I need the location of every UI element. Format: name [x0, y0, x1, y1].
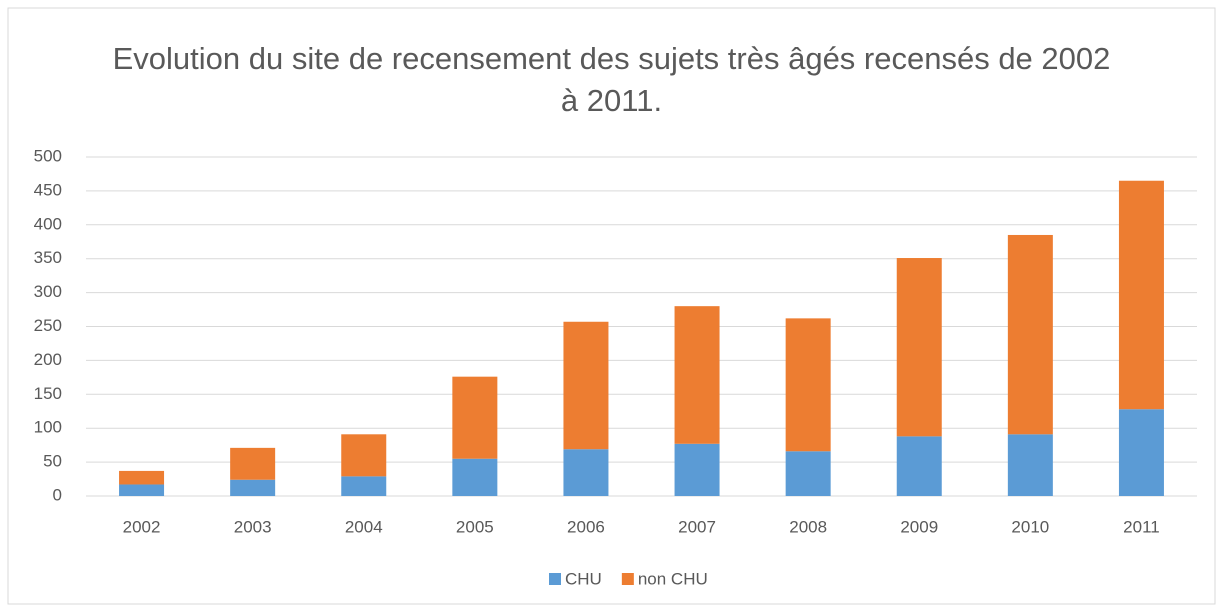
bar-segment: [230, 479, 276, 496]
y-tick-label: 50: [43, 452, 62, 471]
y-tick-label: 150: [34, 384, 62, 403]
y-tick-label: 100: [34, 418, 62, 437]
bar-segment: [896, 258, 942, 437]
bar-segment: [785, 318, 831, 452]
x-tick-label: 2010: [1011, 517, 1049, 536]
x-tick-label: 2004: [345, 517, 383, 536]
chart-title: Evolution du site de recensement des suj…: [112, 41, 1111, 118]
x-tick-label: 2011: [1123, 517, 1160, 536]
bar-segment: [1007, 234, 1053, 435]
legend-swatch: [621, 573, 634, 585]
y-tick-label: 250: [34, 316, 62, 335]
bar-segment: [341, 476, 387, 496]
bar-segment: [563, 321, 609, 450]
x-tick-label: 2005: [456, 517, 494, 536]
y-tick-label: 500: [34, 146, 62, 165]
bar-segment: [563, 449, 609, 496]
y-tick-label: 350: [34, 248, 62, 267]
bar-segment: [1118, 180, 1164, 410]
bar-segment: [674, 443, 720, 496]
y-tick-label: 200: [34, 350, 62, 369]
x-tick-label: 2007: [678, 517, 716, 536]
x-tick-label: 2002: [123, 517, 161, 536]
x-tick-label: 2008: [789, 517, 827, 536]
legend-label: CHU: [565, 569, 602, 588]
bar-segment: [674, 306, 720, 444]
bar-segment: [230, 447, 276, 480]
bar-segment: [1118, 409, 1164, 496]
bar-segment: [785, 451, 831, 496]
bar-segment: [119, 484, 165, 496]
legend-swatch: [549, 573, 561, 585]
y-tick-label: 300: [34, 282, 62, 301]
x-tick-label: 2009: [900, 517, 938, 536]
legend-label: non CHU: [638, 569, 708, 588]
bar-segment: [452, 376, 498, 459]
bar-segment: [341, 434, 387, 477]
bar-segment: [896, 436, 942, 496]
y-tick-label: 400: [34, 214, 62, 233]
y-tick-label: 0: [53, 485, 62, 504]
bar-segment: [119, 470, 165, 485]
bar-segment: [1007, 434, 1053, 496]
x-tick-label: 2003: [234, 517, 272, 536]
bar-segment: [452, 458, 498, 496]
x-tick-label: 2006: [567, 517, 605, 536]
y-tick-label: 450: [34, 180, 62, 199]
